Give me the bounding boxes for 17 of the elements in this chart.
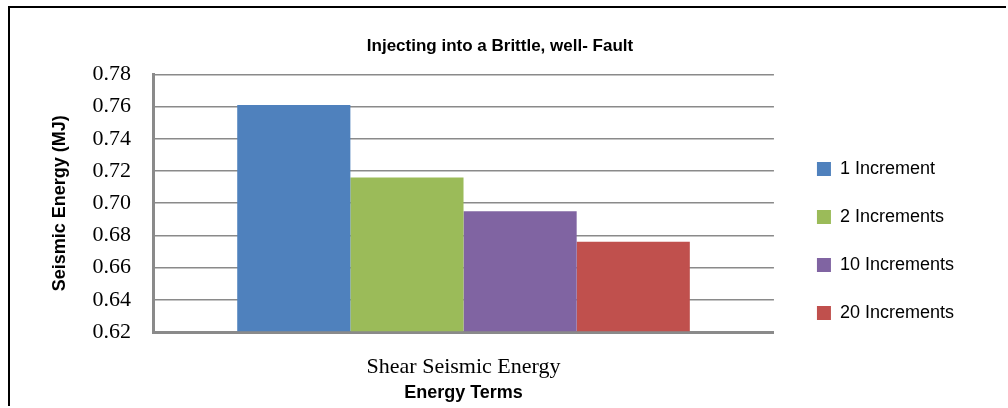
y-axis-title: Seismic Energy (MJ) — [48, 115, 69, 292]
legend-label: 1 Increment — [839, 157, 935, 178]
y-tick-label: 0.62 — [92, 317, 132, 343]
legend-label: 10 Increments — [839, 253, 955, 274]
legend-label: 20 Increments — [839, 301, 955, 322]
y-tick-label: 0.78 — [92, 60, 132, 86]
y-tick-label: 0.66 — [92, 253, 132, 279]
y-tick-label: 0.74 — [92, 124, 132, 150]
y-tick-label: 0.68 — [92, 221, 132, 247]
x-axis-title: Energy Terms — [404, 382, 523, 403]
legend-label: 2 Increments — [839, 205, 944, 226]
y-tick-label: 0.64 — [92, 285, 132, 311]
y-tick-label: 0.70 — [92, 188, 132, 214]
chart-title: Injecting into a Brittle, well- Fault — [366, 35, 634, 55]
x-tick-label: Shear Seismic Energy — [366, 352, 561, 378]
y-tick-label: 0.76 — [92, 92, 132, 118]
y-tick-label: 0.72 — [92, 156, 132, 182]
